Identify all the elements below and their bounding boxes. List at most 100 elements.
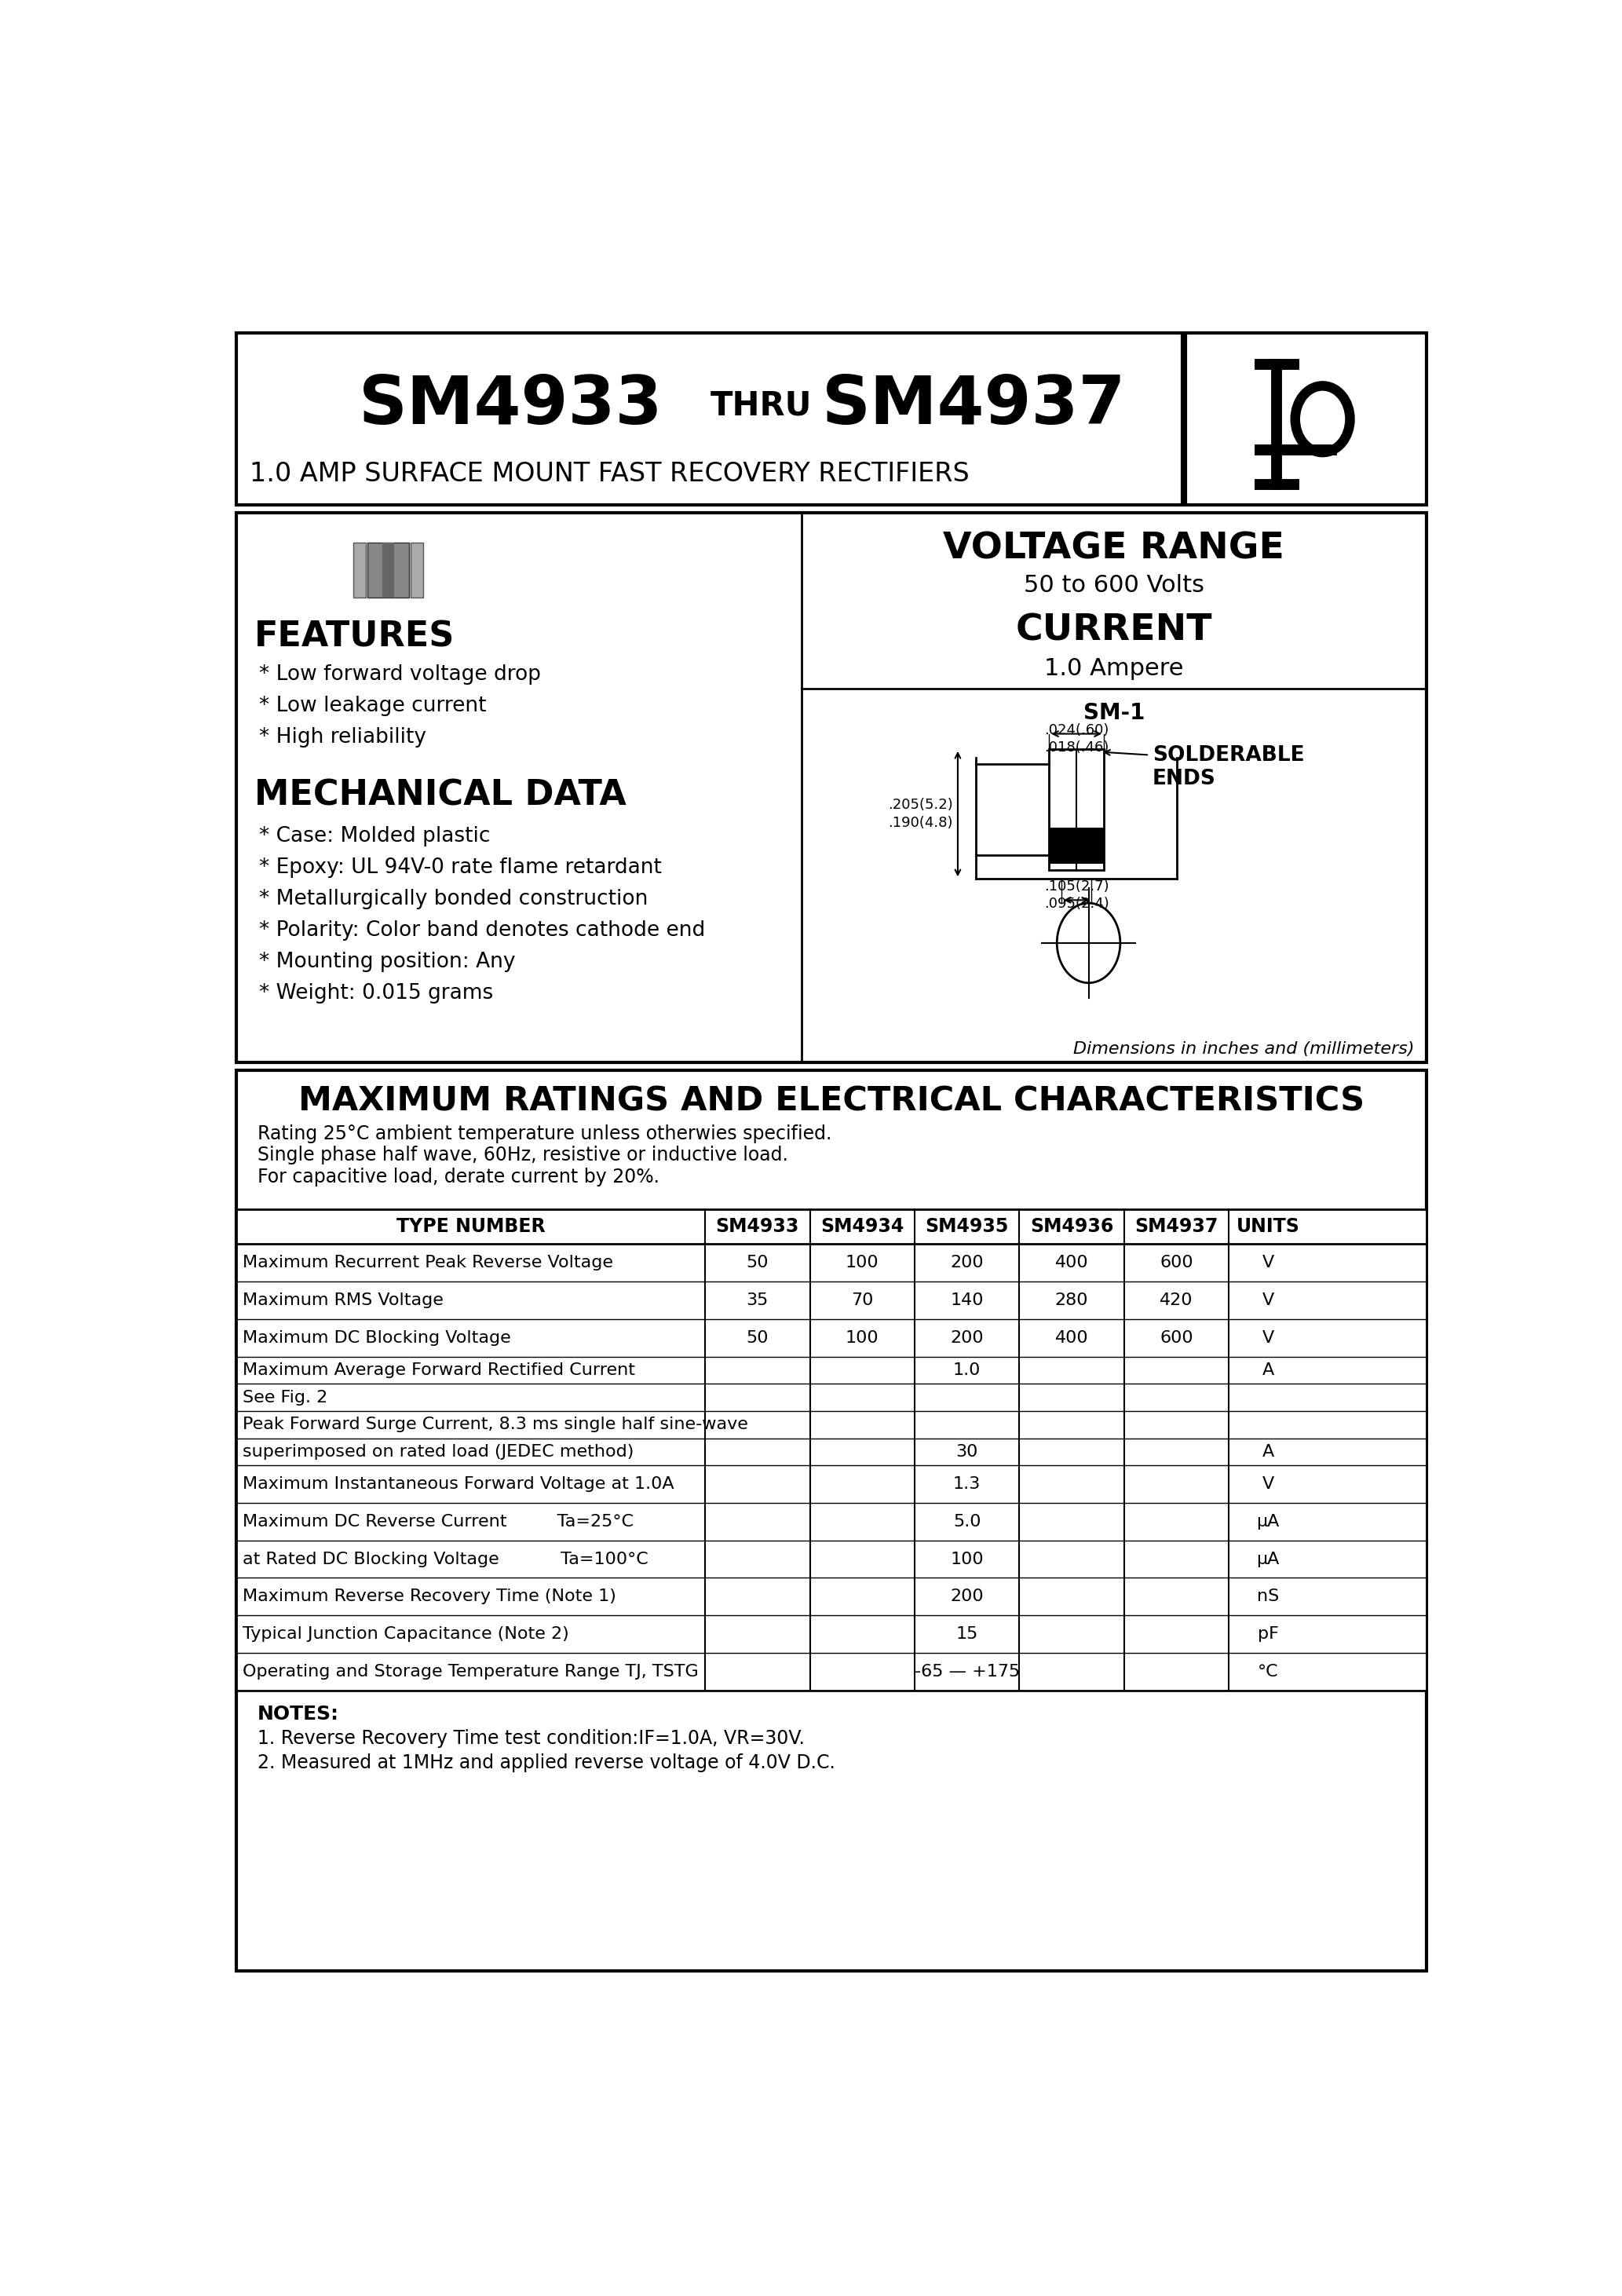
Text: 50: 50 xyxy=(746,1256,769,1270)
Text: Operating and Storage Temperature Range TJ, TSTG: Operating and Storage Temperature Range … xyxy=(242,1665,697,1678)
Bar xyxy=(237,1210,1426,1690)
Text: NOTES:: NOTES: xyxy=(258,1706,339,1724)
Text: SM-1: SM-1 xyxy=(1083,703,1145,723)
Text: V: V xyxy=(1262,1293,1273,1309)
Bar xyxy=(410,542,423,597)
Text: superimposed on rated load (JEDEC method): superimposed on rated load (JEDEC method… xyxy=(242,1444,634,1460)
Bar xyxy=(237,512,1426,1063)
Text: at Rated DC Blocking Voltage           Ta=100°C: at Rated DC Blocking Voltage Ta=100°C xyxy=(242,1552,649,1566)
Text: FEATURES: FEATURES xyxy=(255,620,454,654)
Text: Maximum Average Forward Rectified Current: Maximum Average Forward Rectified Curren… xyxy=(242,1362,634,1378)
Bar xyxy=(354,542,367,597)
Text: SM4937: SM4937 xyxy=(822,372,1126,439)
Text: 1.0 Ampere: 1.0 Ampere xyxy=(1045,657,1184,680)
Text: MAXIMUM RATINGS AND ELECTRICAL CHARACTERISTICS: MAXIMUM RATINGS AND ELECTRICAL CHARACTER… xyxy=(298,1086,1364,1118)
Text: TYPE NUMBER: TYPE NUMBER xyxy=(396,1217,545,1235)
Text: * Low leakage current: * Low leakage current xyxy=(260,696,487,716)
Bar xyxy=(383,542,394,597)
Text: μA: μA xyxy=(1257,1513,1280,1529)
Text: A: A xyxy=(1262,1362,1273,1378)
Text: * Weight: 0.015 grams: * Weight: 0.015 grams xyxy=(260,983,493,1003)
Text: 50: 50 xyxy=(746,1329,769,1345)
Text: SM4934: SM4934 xyxy=(821,1217,903,1235)
Text: VOLTAGE RANGE: VOLTAGE RANGE xyxy=(942,530,1285,567)
Text: 100: 100 xyxy=(845,1329,879,1345)
Text: Maximum Recurrent Peak Reverse Voltage: Maximum Recurrent Peak Reverse Voltage xyxy=(242,1256,613,1270)
Text: See Fig. 2: See Fig. 2 xyxy=(242,1389,328,1405)
Text: 2. Measured at 1MHz and applied reverse voltage of 4.0V D.C.: 2. Measured at 1MHz and applied reverse … xyxy=(258,1754,835,1773)
Text: 50 to 600 Volts: 50 to 600 Volts xyxy=(1023,574,1204,597)
Text: Maximum DC Blocking Voltage: Maximum DC Blocking Voltage xyxy=(242,1329,511,1345)
Text: 600: 600 xyxy=(1160,1256,1194,1270)
Bar xyxy=(1186,333,1426,505)
Text: * Metallurgically bonded construction: * Metallurgically bonded construction xyxy=(260,889,649,909)
Text: Peak Forward Surge Current, 8.3 ms single half sine-wave: Peak Forward Surge Current, 8.3 ms singl… xyxy=(242,1417,748,1433)
Text: MECHANICAL DATA: MECHANICAL DATA xyxy=(255,778,626,813)
Bar xyxy=(237,1070,1426,1970)
Text: Maximum RMS Voltage: Maximum RMS Voltage xyxy=(242,1293,443,1309)
Text: .205(5.2)
.190(4.8): .205(5.2) .190(4.8) xyxy=(887,799,952,829)
Text: .024(.60)
.018(.46): .024(.60) .018(.46) xyxy=(1045,723,1109,755)
Text: 100: 100 xyxy=(950,1552,983,1566)
Text: pF: pF xyxy=(1257,1626,1278,1642)
Text: SOLDERABLE
ENDS: SOLDERABLE ENDS xyxy=(1153,746,1304,790)
Text: 15: 15 xyxy=(955,1626,978,1642)
Text: 280: 280 xyxy=(1054,1293,1088,1309)
Text: Maximum Instantaneous Forward Voltage at 1.0A: Maximum Instantaneous Forward Voltage at… xyxy=(242,1476,673,1492)
Text: 1.0 AMP SURFACE MOUNT FAST RECOVERY RECTIFIERS: 1.0 AMP SURFACE MOUNT FAST RECOVERY RECT… xyxy=(250,461,970,487)
Text: Dimensions in inches and (millimeters): Dimensions in inches and (millimeters) xyxy=(1074,1042,1414,1056)
Text: * Polarity: Color band denotes cathode end: * Polarity: Color band denotes cathode e… xyxy=(260,921,706,941)
Text: -65 — +175: -65 — +175 xyxy=(915,1665,1020,1678)
Text: SM4935: SM4935 xyxy=(925,1217,1009,1235)
Text: 200: 200 xyxy=(950,1589,983,1605)
Bar xyxy=(368,542,409,597)
Text: 1. Reverse Recovery Time test condition:IF=1.0A, VR=30V.: 1. Reverse Recovery Time test condition:… xyxy=(258,1729,805,1747)
Text: Typical Junction Capacitance (Note 2): Typical Junction Capacitance (Note 2) xyxy=(242,1626,569,1642)
Bar xyxy=(1049,748,1105,870)
Text: 5.0: 5.0 xyxy=(954,1513,981,1529)
Text: THRU: THRU xyxy=(710,388,813,422)
Text: * Epoxy: UL 94V-0 rate flame retardant: * Epoxy: UL 94V-0 rate flame retardant xyxy=(260,856,662,877)
Bar xyxy=(237,333,1182,505)
Text: .105(2.7)
.095(2.4): .105(2.7) .095(2.4) xyxy=(1045,879,1109,912)
Text: 1.3: 1.3 xyxy=(954,1476,981,1492)
Text: 30: 30 xyxy=(955,1444,978,1460)
Text: SM4933: SM4933 xyxy=(715,1217,800,1235)
Text: μA: μA xyxy=(1257,1552,1280,1566)
Text: 100: 100 xyxy=(845,1256,879,1270)
Text: * High reliability: * High reliability xyxy=(260,728,427,748)
Text: 600: 600 xyxy=(1160,1329,1194,1345)
Text: * Low forward voltage drop: * Low forward voltage drop xyxy=(260,664,542,684)
Text: 35: 35 xyxy=(746,1293,769,1309)
Text: 400: 400 xyxy=(1054,1256,1088,1270)
Text: °C: °C xyxy=(1257,1665,1278,1678)
Text: 400: 400 xyxy=(1054,1329,1088,1345)
Text: 420: 420 xyxy=(1160,1293,1194,1309)
Text: SM4937: SM4937 xyxy=(1135,1217,1218,1235)
Text: V: V xyxy=(1262,1476,1273,1492)
Text: nS: nS xyxy=(1257,1589,1280,1605)
Text: * Mounting position: Any: * Mounting position: Any xyxy=(260,951,516,971)
Text: 70: 70 xyxy=(852,1293,873,1309)
Text: CURRENT: CURRENT xyxy=(1015,613,1212,647)
Text: 140: 140 xyxy=(950,1293,983,1309)
Text: Maximum DC Reverse Current         Ta=25°C: Maximum DC Reverse Current Ta=25°C xyxy=(242,1513,633,1529)
Text: 200: 200 xyxy=(950,1329,983,1345)
Text: SM4933: SM4933 xyxy=(358,372,663,439)
Text: V: V xyxy=(1262,1256,1273,1270)
Text: UNITS: UNITS xyxy=(1236,1217,1299,1235)
Text: * Case: Molded plastic: * Case: Molded plastic xyxy=(260,827,490,847)
Text: A: A xyxy=(1262,1444,1273,1460)
Text: V: V xyxy=(1262,1329,1273,1345)
Bar xyxy=(1049,827,1105,863)
Text: Maximum Reverse Recovery Time (Note 1): Maximum Reverse Recovery Time (Note 1) xyxy=(242,1589,616,1605)
Text: 200: 200 xyxy=(950,1256,983,1270)
Text: SM4936: SM4936 xyxy=(1030,1217,1113,1235)
Text: 1.0: 1.0 xyxy=(954,1362,981,1378)
Text: Rating 25°C ambient temperature unless otherwies specified.: Rating 25°C ambient temperature unless o… xyxy=(258,1125,832,1143)
Text: Single phase half wave, 60Hz, resistive or inductive load.: Single phase half wave, 60Hz, resistive … xyxy=(258,1146,788,1164)
Text: For capacitive load, derate current by 20%.: For capacitive load, derate current by 2… xyxy=(258,1169,660,1187)
